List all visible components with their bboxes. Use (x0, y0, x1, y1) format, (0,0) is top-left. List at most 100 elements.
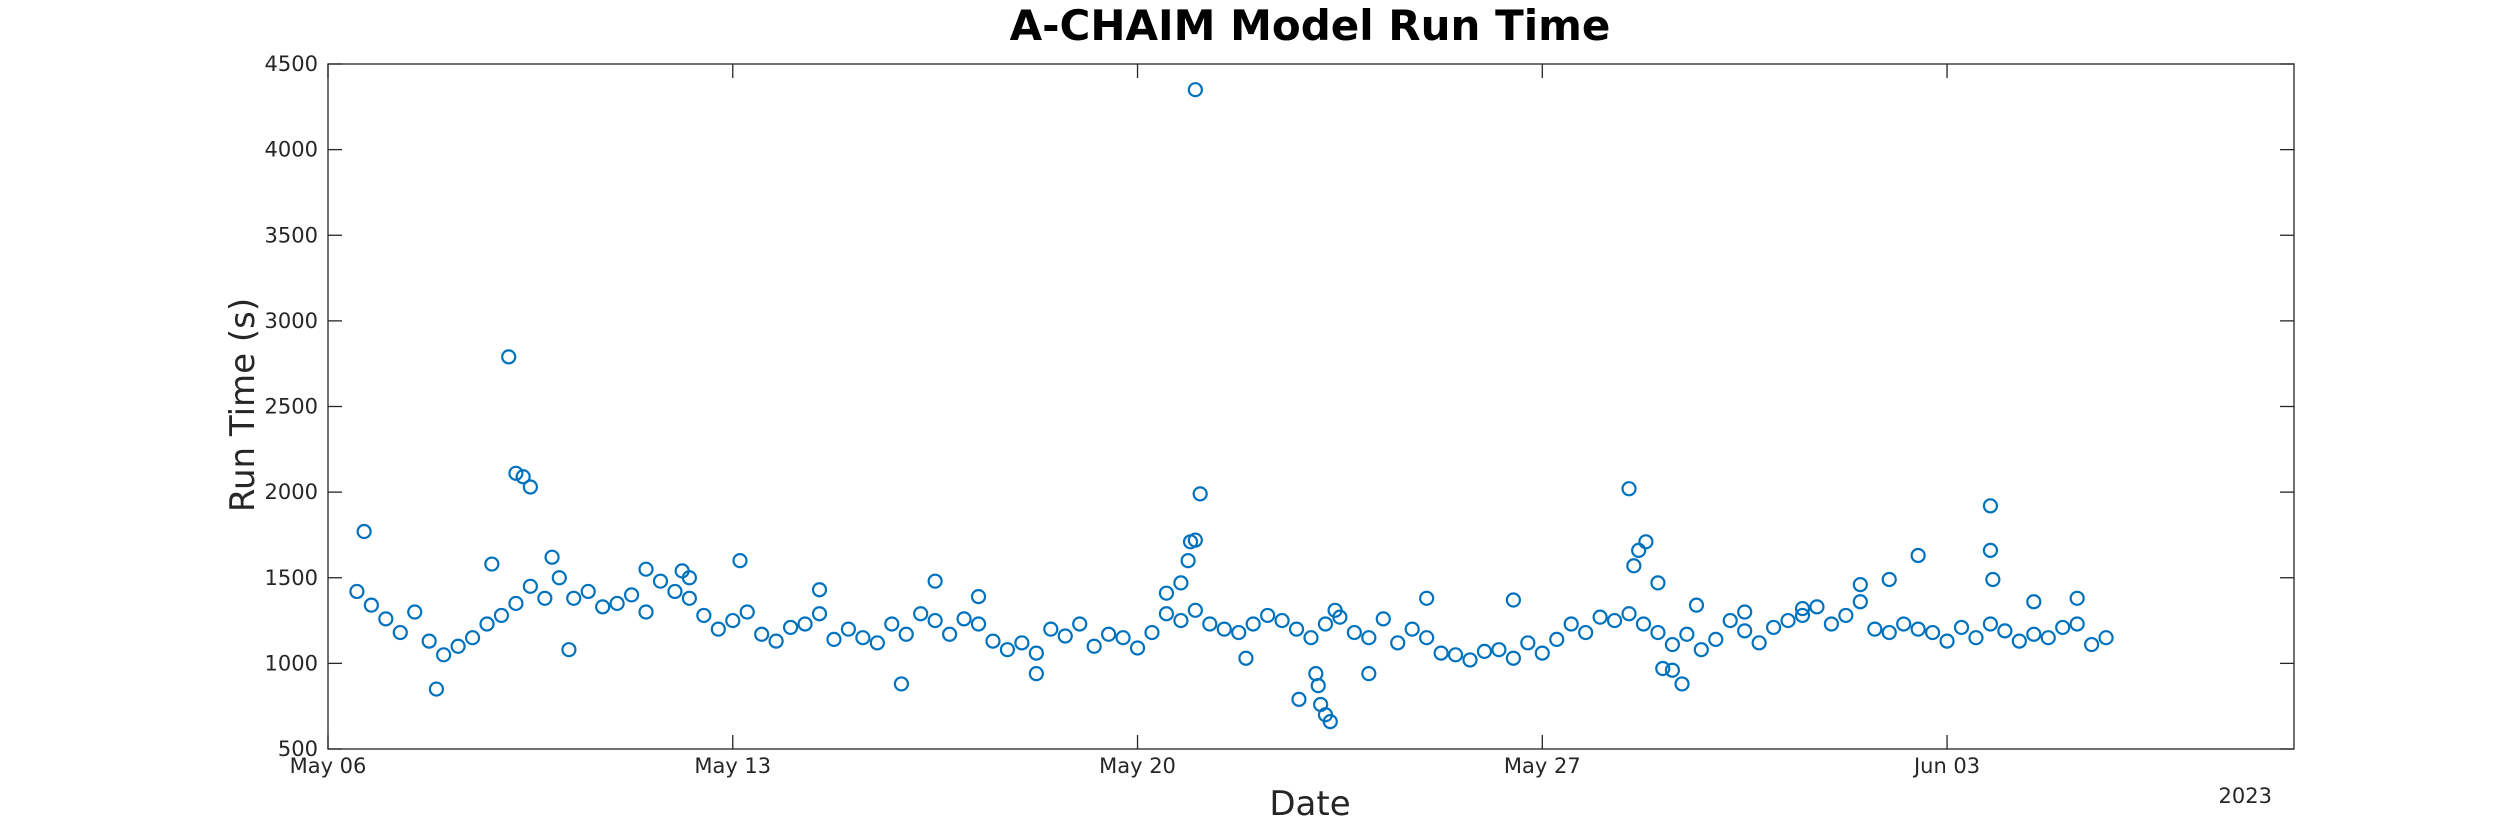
data-point (1187, 602, 1203, 618)
data-point (768, 633, 784, 649)
y-axis-title: Run Time (s) (223, 298, 263, 512)
data-point (782, 619, 799, 636)
data-point (1317, 616, 1334, 632)
data-point (1173, 575, 1189, 591)
data-point (1129, 640, 1146, 656)
y-tick-label: 2000 (265, 480, 318, 504)
data-point (428, 681, 445, 697)
data-point (1606, 612, 1623, 629)
y-tick-label: 3000 (265, 309, 318, 333)
data-point (1939, 633, 1955, 649)
data-point (638, 604, 654, 620)
data-point (1101, 626, 1117, 642)
data-point (508, 595, 524, 612)
data-point (1260, 607, 1276, 624)
y-tick-label: 500 (278, 737, 318, 761)
data-point (522, 479, 538, 495)
data-point (1491, 642, 1507, 658)
data-point (927, 612, 943, 629)
data-point (681, 570, 697, 586)
y-tick-label: 3500 (265, 223, 318, 247)
data-point (1404, 621, 1420, 637)
data-point (1852, 594, 1868, 610)
data-point (501, 349, 517, 365)
data-point (1674, 676, 1690, 692)
data-point (1635, 616, 1652, 632)
axes (327, 63, 2295, 750)
data-point (956, 611, 972, 627)
data-point (1650, 624, 1666, 641)
data-point (2011, 633, 2027, 649)
data-point (595, 599, 611, 615)
data-point (609, 595, 625, 612)
data-point (1202, 616, 1218, 632)
data-point (1057, 628, 1073, 644)
x-tick-label: May 06 (290, 754, 367, 778)
data-point (1638, 534, 1654, 550)
data-point (1809, 599, 1825, 615)
data-point (739, 604, 755, 620)
data-point (1014, 635, 1030, 651)
data-point (652, 573, 669, 589)
y-tick-label: 1500 (265, 566, 318, 590)
data-point (1390, 635, 1406, 651)
data-point (1216, 621, 1232, 637)
data-point (913, 606, 929, 622)
data-point (1664, 636, 1680, 653)
data-point (392, 624, 408, 641)
data-point (1187, 532, 1203, 548)
tick-marks: 500 1000 1500 2000 2500 3000 3500 4000 4500 May 0… (265, 52, 2294, 778)
data-point (927, 573, 943, 589)
data-point (1896, 616, 1912, 632)
data-point (1621, 481, 1637, 497)
data-point (623, 587, 640, 603)
chart-title: A-CHAIM Model Run Time (1010, 1, 1611, 50)
data-point (2040, 630, 2056, 646)
data-point (1823, 616, 1840, 632)
x-tick-label: May 13 (694, 754, 771, 778)
plot-frame (327, 63, 2295, 750)
data-point (484, 556, 500, 572)
data-point (356, 523, 372, 540)
data-point (1838, 607, 1854, 624)
data-point (1693, 642, 1709, 658)
data-point (1238, 650, 1254, 666)
data-point (1361, 666, 1377, 682)
data-point (1447, 647, 1464, 663)
data-point (681, 590, 697, 606)
data-point (970, 616, 987, 632)
data-point (1549, 631, 1565, 648)
data-point (970, 588, 987, 605)
data-point (725, 612, 741, 629)
data-point (1982, 542, 1999, 558)
data-point (826, 631, 842, 648)
data-point (1780, 612, 1796, 629)
data-point (840, 621, 857, 637)
data-point (1910, 621, 1926, 637)
data-point (1881, 571, 1897, 588)
data-point (566, 590, 582, 606)
data-point (1852, 576, 1868, 593)
data-point (638, 561, 654, 577)
data-point (1291, 691, 1307, 707)
year-label: 2023 (2219, 784, 2272, 808)
data-point (1578, 624, 1594, 641)
data-point (2026, 626, 2042, 642)
data-point (561, 642, 577, 658)
data-point (1881, 624, 1897, 641)
data-point (1631, 542, 1647, 558)
data-point (407, 604, 423, 620)
data-point (493, 607, 510, 624)
data-point (1144, 624, 1160, 641)
data-point (754, 626, 770, 642)
y-tick-label: 4500 (265, 52, 318, 76)
data-point (1650, 575, 1666, 591)
data-point (1985, 571, 2001, 588)
data-point (1997, 623, 2013, 639)
data-point (1867, 621, 1883, 637)
data-point (1982, 498, 1999, 514)
data-point (349, 583, 365, 600)
data-point (1520, 635, 1536, 651)
data-point (884, 616, 900, 632)
